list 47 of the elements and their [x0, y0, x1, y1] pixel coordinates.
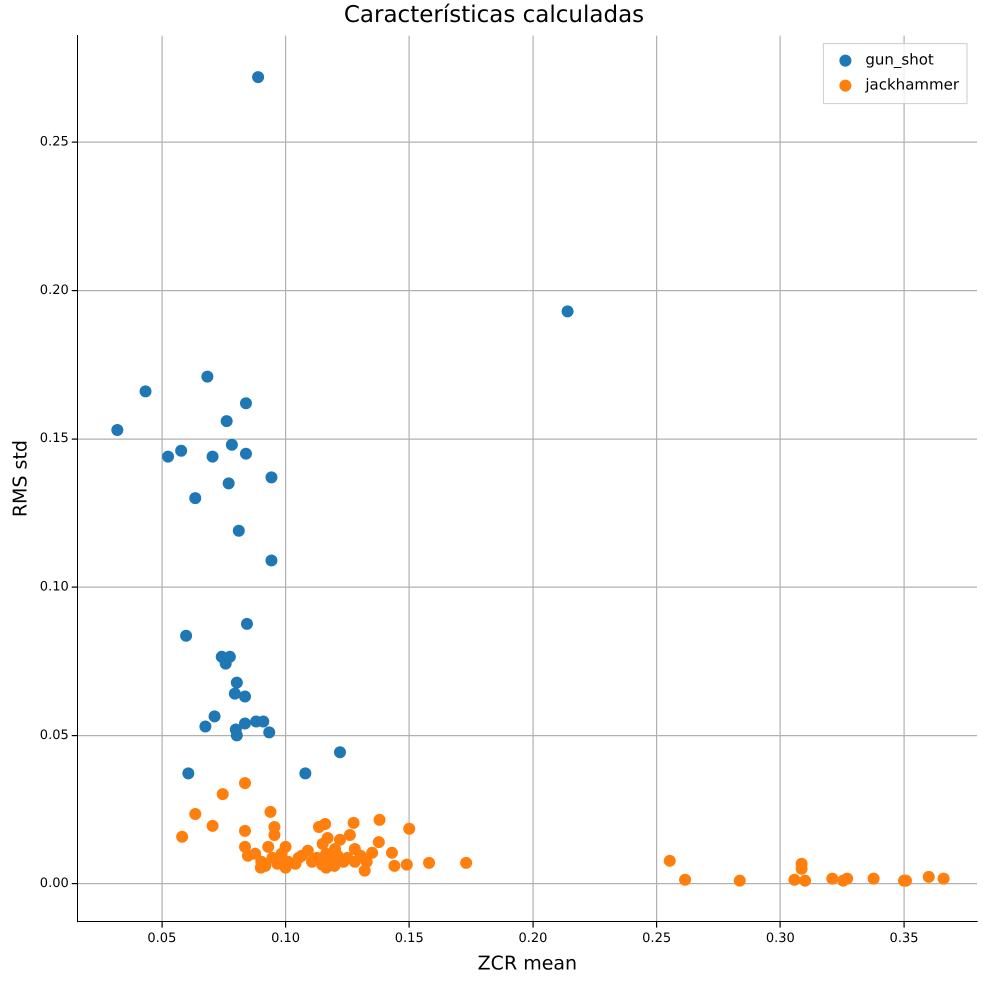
x-tick-label: 0.15	[394, 930, 424, 946]
y-axis-title: RMS std	[9, 440, 32, 518]
point	[180, 630, 192, 642]
point	[265, 554, 278, 566]
x-tick-label: 0.20	[518, 930, 548, 946]
point	[232, 524, 245, 537]
point	[201, 370, 214, 383]
y-tick-label: 0.15	[40, 431, 69, 446]
point	[182, 767, 194, 780]
point	[111, 424, 124, 436]
point	[226, 438, 238, 451]
y-tick-label: 0.20	[40, 282, 69, 298]
x-tick-label: 0.35	[890, 930, 918, 946]
legend-label: gun_shot	[865, 50, 934, 68]
point	[265, 471, 278, 484]
point	[199, 720, 212, 732]
y-tick-label: 0.00	[40, 876, 69, 892]
chart-title: Características calculadas	[344, 2, 644, 28]
point	[238, 718, 251, 730]
point	[222, 477, 235, 490]
point	[175, 444, 188, 457]
point	[140, 385, 152, 398]
point	[162, 450, 174, 463]
point	[252, 71, 264, 84]
x-tick-label: 0.10	[271, 930, 300, 946]
y-tick-label: 0.25	[40, 134, 69, 150]
x-tick-label: 0.25	[642, 930, 672, 946]
x-axis-title: ZCR mean	[478, 952, 578, 975]
x-tick-label: 0.30	[766, 930, 795, 946]
point	[240, 448, 252, 460]
point	[299, 767, 312, 780]
point	[228, 688, 241, 700]
point	[238, 690, 251, 703]
legend-label: jackhammer	[864, 75, 960, 94]
point	[263, 726, 276, 738]
point	[230, 676, 243, 689]
point	[206, 450, 219, 463]
point	[240, 397, 252, 410]
point	[334, 746, 346, 758]
y-tick-label: 0.05	[40, 728, 69, 743]
point	[189, 492, 202, 504]
point	[208, 710, 221, 722]
point	[240, 618, 253, 630]
point	[220, 415, 233, 428]
point	[562, 305, 574, 318]
x-tick-label: 0.05	[147, 930, 176, 946]
y-tick-label: 0.10	[40, 580, 69, 594]
